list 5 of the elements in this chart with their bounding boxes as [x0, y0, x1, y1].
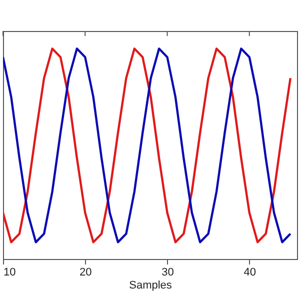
- x-tick-label: 40: [244, 266, 256, 278]
- x-axis-title: Samples: [129, 280, 172, 292]
- x-tick-label: 30: [162, 266, 174, 278]
- x-tick-label: 10: [4, 266, 16, 278]
- x-tick-label: 20: [80, 266, 92, 278]
